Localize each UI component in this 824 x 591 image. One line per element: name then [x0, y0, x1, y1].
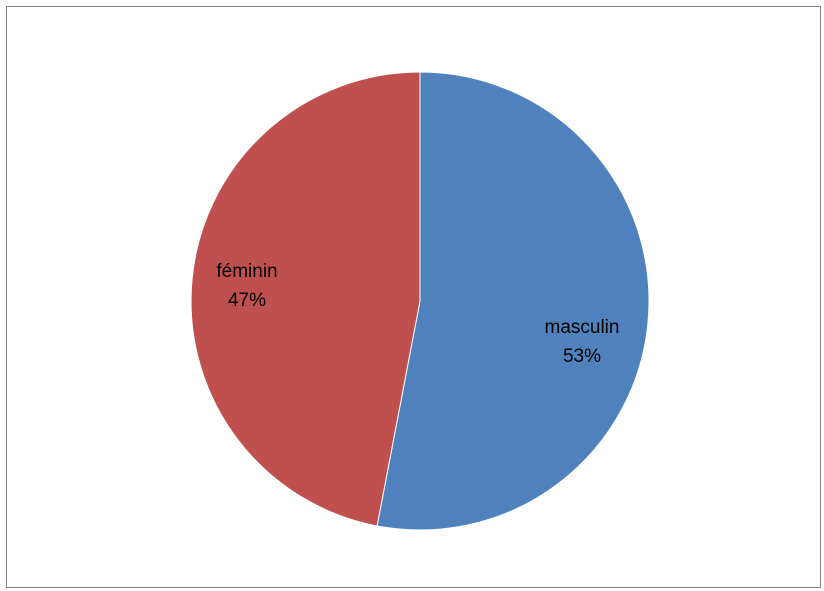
chart-area: masculin 53% féminin 47% — [6, 6, 821, 588]
slice-label-masculin: masculin — [545, 317, 620, 338]
slice-percent-feminin: 47% — [228, 290, 266, 311]
pie-slice-masculin — [376, 71, 650, 531]
slice-percent-masculin: 53% — [563, 346, 601, 367]
pie-slice-feminin — [190, 71, 421, 527]
slice-label-feminin: féminin — [216, 261, 277, 282]
pie-chart: masculin 53% féminin 47% — [190, 71, 650, 531]
